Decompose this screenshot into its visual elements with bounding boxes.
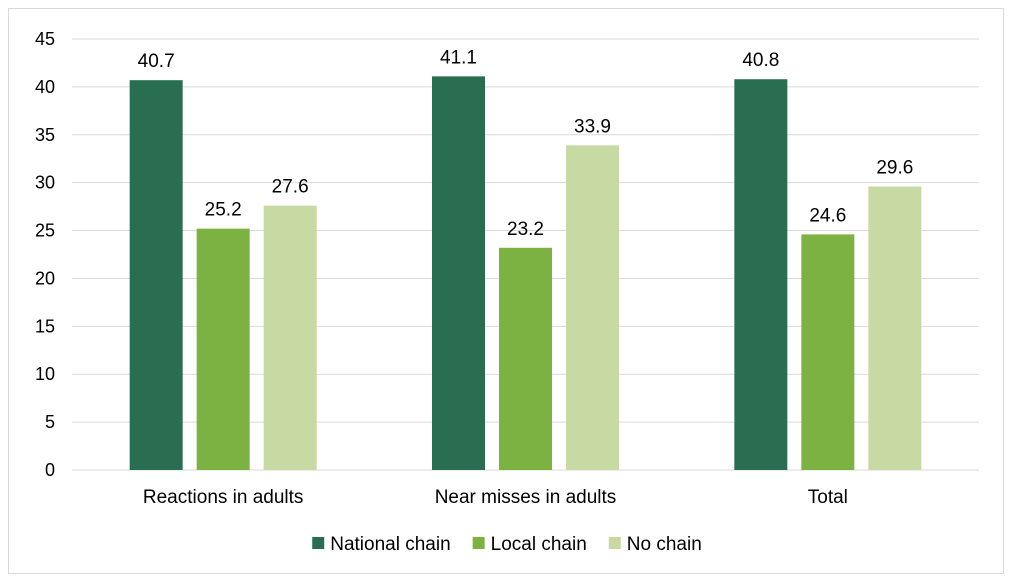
x-category-label: Total [808,487,848,508]
legend-swatch-national-chain [312,537,325,549]
legend-label-local-chain: Local chain [491,534,587,555]
bar-local-chain-near-misses-in-adults [499,247,552,470]
legend: National chain Local chain No chain [312,534,702,555]
bars [129,76,922,471]
data-label: 23.2 [507,219,544,240]
bar-no-chain-reactions-in-adults [263,205,317,471]
y-tick-label: 15 [35,316,55,336]
legend-swatch-no-chain [608,537,621,549]
bar-national-chain-reactions-in-adults [129,80,183,470]
x-category-label: Near misses in adults [435,487,617,508]
y-tick-label: 30 [35,173,55,193]
data-label: 24.6 [809,205,846,226]
y-tick-label: 35 [35,125,55,145]
data-labels: 40.7 25.2 27.6 41.1 23.2 33.9 40.8 24.6 29.6 [138,47,914,239]
y-tick-label: 25 [35,221,55,241]
y-tick-label: 10 [35,364,55,384]
y-tick-label: 5 [45,412,55,432]
legend-swatch-local-chain [472,537,485,549]
bar-local-chain-total [801,234,855,470]
data-label: 40.7 [138,51,175,72]
bar-national-chain-near-misses-in-adults [432,76,485,470]
x-axis: Reactions in adults Near misses in adults… [143,487,848,508]
legend-label-national-chain: National chain [330,534,450,555]
y-tick-label: 45 [35,29,55,49]
y-tick-label: 20 [35,268,55,288]
data-label: 41.1 [440,47,477,68]
bar-no-chain-total [868,186,922,470]
legend-label-no-chain: No chain [627,534,702,555]
data-label: 25.2 [205,200,242,221]
bar-no-chain-near-misses-in-adults [566,145,619,470]
y-tick-label: 0 [45,460,55,480]
data-label: 29.6 [876,157,913,178]
y-axis: 0 5 10 15 20 25 30 35 40 45 [35,29,55,480]
bar-national-chain-total [734,79,788,470]
bar-local-chain-reactions-in-adults [196,228,250,470]
data-label: 27.6 [272,177,309,198]
bar-chart: 0 5 10 15 20 25 30 35 40 45 40.7 25.2 27.6 41.1 23.2 3… [35,29,979,555]
y-tick-label: 40 [35,77,55,97]
chart-frame: 0 5 10 15 20 25 30 35 40 45 40.7 25.2 27.6 41.1 23.2 3… [8,8,1004,574]
x-category-label: Reactions in adults [143,487,304,508]
data-label: 40.8 [742,50,779,71]
data-label: 33.9 [574,116,611,137]
